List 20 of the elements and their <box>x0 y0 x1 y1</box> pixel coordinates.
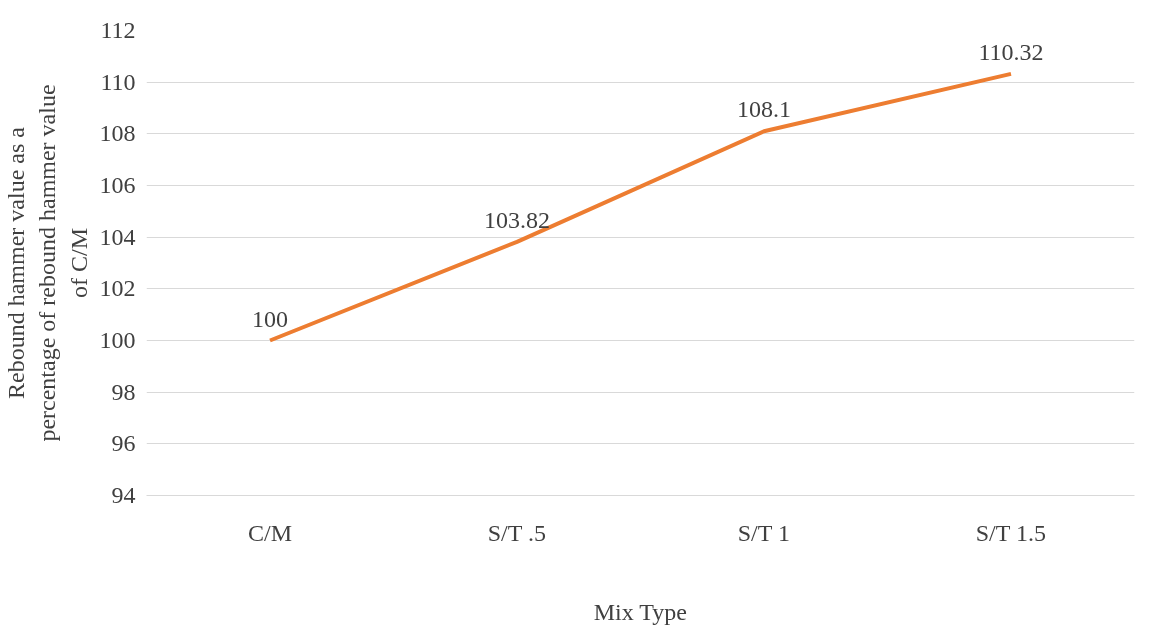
x-tick-label: S/T .5 <box>487 519 546 546</box>
x-axis-title: Mix Type <box>593 598 687 625</box>
y-tick-label: 96 <box>111 430 136 457</box>
x-tick-label: S/T 1.5 <box>975 519 1046 546</box>
data-label: 103.82 <box>484 206 550 233</box>
y-tick-label: 104 <box>99 223 136 250</box>
y-tick-label: 108 <box>99 120 136 147</box>
y-tick-label: 100 <box>99 327 136 353</box>
x-tick-label: C/M <box>247 519 293 546</box>
y-tick-label: 110 <box>100 68 136 95</box>
y-tick-label: 98 <box>111 378 136 405</box>
y-tick-label: 106 <box>99 172 136 198</box>
y-tick-label: 112 <box>100 17 136 43</box>
y-tick-label: 102 <box>99 275 136 302</box>
data-label: 110.32 <box>978 38 1044 65</box>
y-axis-title: Rebound hammer value as a percentage of rebound hammer value of C/M <box>3 84 92 442</box>
data-label: 108.1 <box>737 96 791 123</box>
x-tick-label: S/T 1 <box>737 519 790 546</box>
data-label: 100 <box>252 305 288 332</box>
y-tick-label: 94 <box>111 482 136 508</box>
